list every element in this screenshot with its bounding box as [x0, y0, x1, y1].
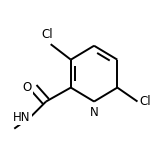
Text: O: O	[23, 81, 32, 94]
Text: Cl: Cl	[42, 28, 53, 41]
Text: HN: HN	[13, 111, 31, 124]
Text: Cl: Cl	[139, 95, 151, 108]
Text: N: N	[90, 106, 98, 119]
